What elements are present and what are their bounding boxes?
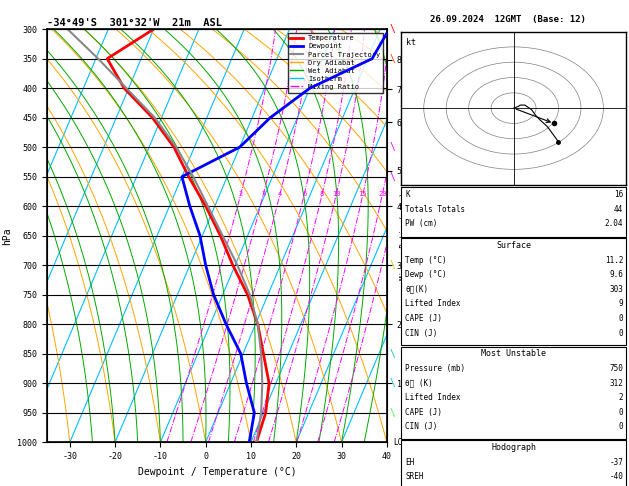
Text: Hodograph: Hodograph [491, 443, 536, 452]
Text: 2.04: 2.04 [605, 219, 623, 228]
Text: 11.2: 11.2 [605, 256, 623, 265]
Text: 16: 16 [614, 190, 623, 199]
Text: CIN (J): CIN (J) [405, 329, 437, 338]
Text: \: \ [390, 142, 396, 152]
Text: \: \ [390, 349, 396, 359]
Text: CAPE (J): CAPE (J) [405, 408, 442, 417]
Legend: Temperature, Dewpoint, Parcel Trajectory, Dry Adiabat, Wet Adiabat, Isotherm, Mi: Temperature, Dewpoint, Parcel Trajectory… [287, 33, 383, 93]
Text: SREH: SREH [405, 472, 423, 482]
Text: 15: 15 [359, 191, 367, 197]
Text: 20: 20 [378, 191, 387, 197]
Text: 4: 4 [278, 191, 282, 197]
Text: 2: 2 [238, 191, 243, 197]
Text: Totals Totals: Totals Totals [405, 205, 465, 214]
Text: 0: 0 [619, 314, 623, 323]
Text: \: \ [390, 408, 396, 418]
Text: \: \ [390, 378, 396, 388]
Text: kt: kt [406, 38, 416, 47]
Text: 44: 44 [614, 205, 623, 214]
Text: 8: 8 [320, 191, 324, 197]
Text: 9.6: 9.6 [610, 270, 623, 279]
Text: Lifted Index: Lifted Index [405, 299, 460, 309]
Text: \: \ [390, 172, 396, 182]
Text: 0: 0 [619, 422, 623, 432]
Text: 26.09.2024  12GMT  (Base: 12): 26.09.2024 12GMT (Base: 12) [430, 15, 586, 24]
Text: 6: 6 [302, 191, 306, 197]
Text: 750: 750 [610, 364, 623, 373]
Y-axis label: km
ASL: km ASL [406, 216, 420, 236]
Text: LCL: LCL [394, 438, 408, 447]
Text: -37: -37 [610, 458, 623, 467]
Text: 303: 303 [610, 285, 623, 294]
Text: Pressure (mb): Pressure (mb) [405, 364, 465, 373]
Text: Surface: Surface [496, 241, 531, 250]
Text: CAPE (J): CAPE (J) [405, 314, 442, 323]
Text: Lifted Index: Lifted Index [405, 393, 460, 402]
Text: K: K [405, 190, 409, 199]
Text: θᴄ (K): θᴄ (K) [405, 379, 433, 388]
Text: -34°49'S  301°32'W  21m  ASL: -34°49'S 301°32'W 21m ASL [47, 18, 222, 28]
Text: θᴄ(K): θᴄ(K) [405, 285, 428, 294]
Text: 10: 10 [332, 191, 340, 197]
Text: PW (cm): PW (cm) [405, 219, 437, 228]
Text: 2: 2 [619, 393, 623, 402]
Text: Most Unstable: Most Unstable [481, 349, 546, 359]
Text: Mixing Ratio (g/kg): Mixing Ratio (g/kg) [401, 192, 409, 279]
Text: 0: 0 [619, 408, 623, 417]
Text: 0: 0 [619, 329, 623, 338]
Text: CIN (J): CIN (J) [405, 422, 437, 432]
Text: EH: EH [405, 458, 415, 467]
Text: Dewp (°C): Dewp (°C) [405, 270, 447, 279]
Text: 3: 3 [261, 191, 265, 197]
Y-axis label: hPa: hPa [2, 227, 12, 244]
X-axis label: Dewpoint / Temperature (°C): Dewpoint / Temperature (°C) [138, 467, 296, 477]
Text: -40: -40 [610, 472, 623, 482]
Text: \: \ [390, 24, 396, 34]
Text: Temp (°C): Temp (°C) [405, 256, 447, 265]
Text: \: \ [390, 53, 396, 64]
Text: 9: 9 [619, 299, 623, 309]
Text: \: \ [390, 260, 396, 270]
Text: 312: 312 [610, 379, 623, 388]
